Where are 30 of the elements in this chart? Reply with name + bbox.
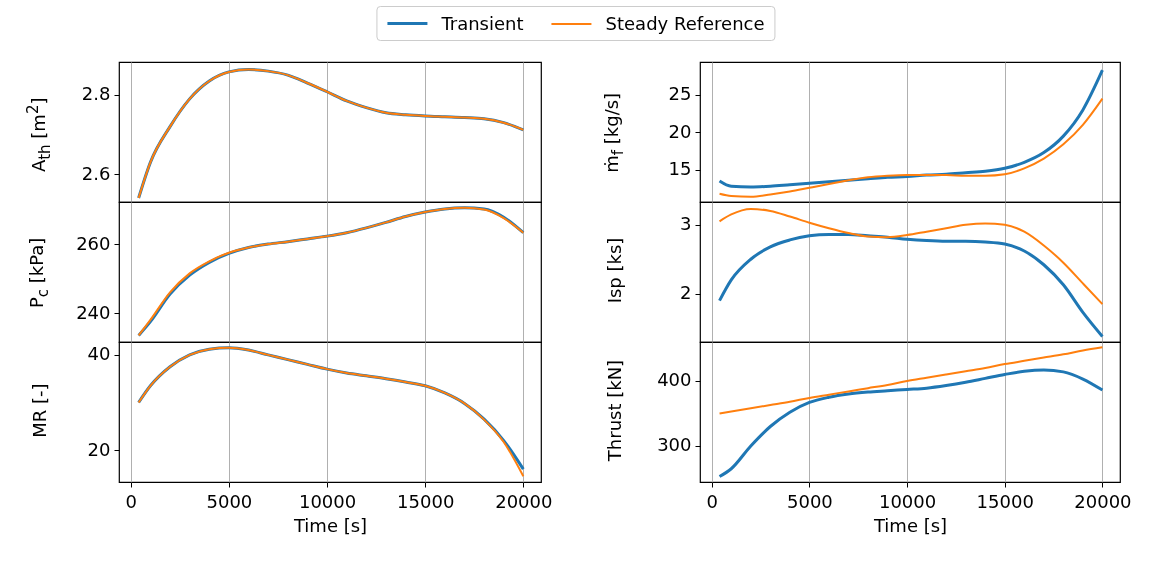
y-tick-label: 2.8 bbox=[81, 83, 111, 105]
y-tick-label: 3 bbox=[680, 213, 692, 235]
y-tick-label: 240 bbox=[76, 301, 111, 323]
x-tick-label: 0 bbox=[125, 490, 137, 512]
x-tick-label: 20000 bbox=[495, 490, 553, 512]
y-tick-label: 40 bbox=[87, 343, 111, 365]
legend-label: Steady Reference bbox=[605, 13, 765, 34]
y-tick-label: 2 bbox=[680, 282, 692, 304]
y-tick-label: 20 bbox=[87, 438, 111, 460]
y-tick-label: 25 bbox=[668, 83, 692, 105]
x-axis-title: Time [s] bbox=[872, 514, 948, 536]
x-tick-label: 5000 bbox=[786, 490, 833, 512]
x-tick-label: 20000 bbox=[1074, 490, 1132, 512]
y-tick-label: 20 bbox=[668, 120, 692, 142]
y-axis-title: Thrust [kN] bbox=[603, 358, 625, 464]
legend-label: Transient bbox=[441, 13, 524, 34]
y-axis-title: Isp [ks] bbox=[603, 236, 625, 306]
y-tick-label: 260 bbox=[76, 232, 111, 254]
y-tick-label: 300 bbox=[657, 434, 692, 456]
y-tick-label: 15 bbox=[668, 158, 692, 180]
x-tick-label: 15000 bbox=[976, 490, 1034, 512]
y-tick-label: 400 bbox=[657, 369, 692, 391]
x-tick-label: 5000 bbox=[206, 490, 253, 512]
x-tick-label: 10000 bbox=[878, 490, 937, 512]
y-tick-label: 2.6 bbox=[81, 162, 111, 184]
y-axis-title: MR [-] bbox=[28, 382, 50, 440]
x-tick-label: 15000 bbox=[397, 490, 455, 512]
x-tick-label: 0 bbox=[706, 490, 718, 512]
x-axis-title: Time [s] bbox=[292, 514, 368, 536]
x-tick-label: 10000 bbox=[298, 490, 357, 512]
